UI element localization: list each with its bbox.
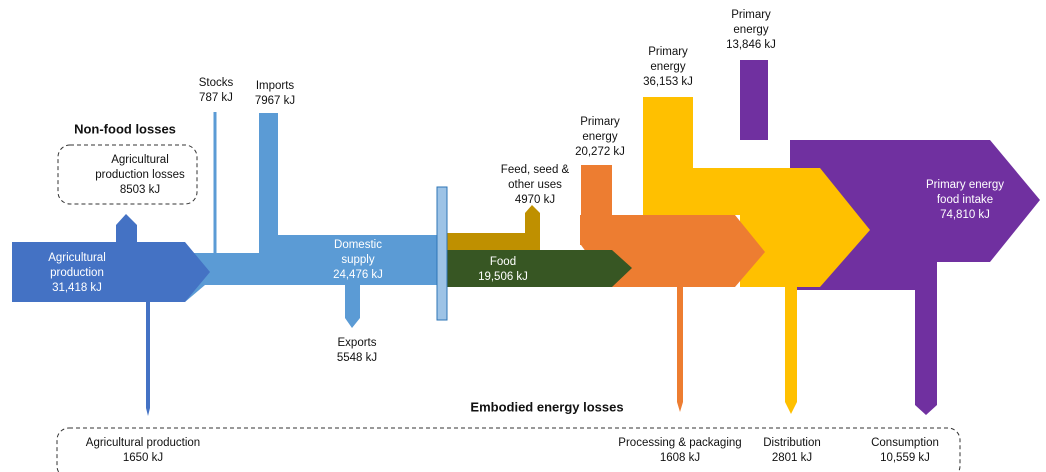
flow-label: energy xyxy=(733,24,768,36)
flow-label: Primary xyxy=(731,9,771,21)
flow-label: Imports xyxy=(256,80,295,92)
flow-label: Primary xyxy=(648,46,688,58)
flow-label: Agricultural xyxy=(111,154,169,166)
flow-label: food intake xyxy=(937,194,993,206)
flow-label: 1608 kJ xyxy=(660,452,700,464)
flow-label: 2801 kJ xyxy=(772,452,812,464)
flow-label: other uses xyxy=(508,179,562,191)
flow-label: Domestic xyxy=(334,239,382,251)
flow-label: Distribution xyxy=(763,437,821,449)
flow-label: 7967 kJ xyxy=(255,95,295,107)
flow-label: 4970 kJ xyxy=(515,194,555,206)
flow-label: Primary xyxy=(580,116,620,128)
flow-label: energy xyxy=(582,131,617,143)
flow-label: 13,846 kJ xyxy=(726,39,776,51)
flow-label: Processing & packaging xyxy=(618,437,741,449)
flow-label: Food xyxy=(490,256,516,268)
agricultural-flow xyxy=(12,214,210,416)
flow-label: production losses xyxy=(95,169,185,181)
flow-label: 5548 kJ xyxy=(337,352,377,364)
flow-label: 1650 kJ xyxy=(123,452,163,464)
divider xyxy=(436,186,448,321)
flow-label: Stocks xyxy=(199,77,234,89)
flow-label: 19,506 kJ xyxy=(478,271,528,283)
flow-label: Primary energy xyxy=(926,179,1004,191)
flow-label: 24,476 kJ xyxy=(333,269,383,281)
flow-label: 74,810 kJ xyxy=(940,209,990,221)
flow-label: production xyxy=(50,267,104,279)
heading: Embodied energy losses xyxy=(470,399,623,414)
flow-label: 8503 kJ xyxy=(120,184,160,196)
food-flow xyxy=(447,250,632,287)
nonfood-box xyxy=(57,144,198,205)
flow-label: energy xyxy=(650,61,685,73)
heading: Non-food losses xyxy=(74,121,176,136)
domestic-flow xyxy=(185,113,440,328)
flow-label: Exports xyxy=(338,337,377,349)
flow-label: Feed, seed & xyxy=(501,164,570,176)
consumption-flow xyxy=(740,60,1040,415)
embodied-box xyxy=(56,427,961,472)
processing-flow xyxy=(580,165,765,412)
flow-label: Agricultural production xyxy=(86,437,200,449)
flow-label: Agricultural xyxy=(48,252,106,264)
flow-label: 31,418 kJ xyxy=(52,282,102,294)
feed-flow xyxy=(447,205,540,250)
flow-label: Consumption xyxy=(871,437,939,449)
flow-label: 20,272 kJ xyxy=(575,146,625,158)
flow-label: 10,559 kJ xyxy=(880,452,930,464)
flow-label: 787 kJ xyxy=(199,92,233,104)
flow-label: supply xyxy=(341,254,374,266)
flow-label: 36,153 kJ xyxy=(643,76,693,88)
